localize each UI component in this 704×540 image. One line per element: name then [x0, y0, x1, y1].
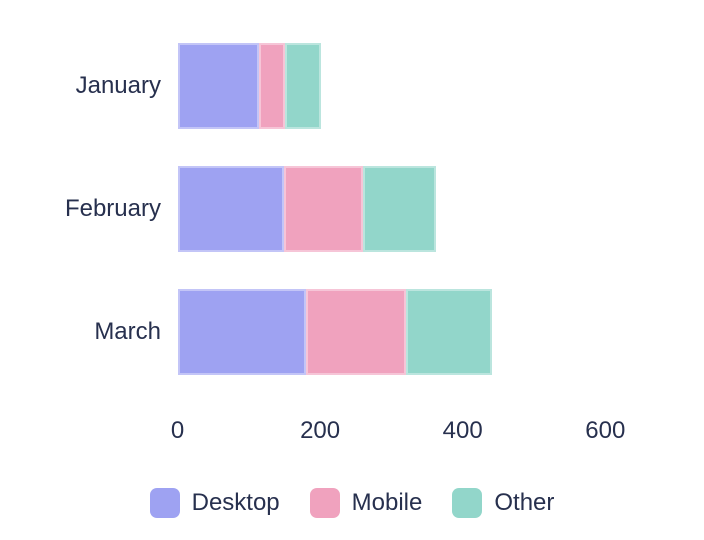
x-tick-label-200: 200	[300, 417, 341, 444]
x-axis: 0 200 400 600	[0, 417, 704, 447]
bar-segment-march-mobile[interactable]	[305, 289, 406, 375]
bar-february	[177, 166, 704, 252]
bar-segment-january-mobile[interactable]	[258, 43, 286, 129]
bar-segment-january-desktop[interactable]	[177, 43, 259, 129]
category-label-february: February	[64, 195, 161, 222]
x-tick-label-400: 400	[442, 417, 483, 444]
category-label-march: March	[94, 318, 161, 345]
x-tick-label-0: 0	[170, 417, 185, 444]
legend-label-mobile: Mobile	[351, 489, 423, 516]
bar-march	[177, 289, 704, 375]
legend-label-other: Other	[494, 489, 555, 516]
bar-segment-february-mobile[interactable]	[283, 166, 363, 252]
bar-row-january: January	[0, 43, 704, 129]
legend-item-other[interactable]: Other	[452, 488, 554, 518]
legend-swatch-desktop-icon	[149, 488, 180, 518]
bar-segment-february-other[interactable]	[362, 166, 437, 252]
legend-label-desktop: Desktop	[191, 489, 280, 516]
legend-item-mobile[interactable]: Mobile	[309, 488, 423, 518]
legend-item-desktop[interactable]: Desktop	[149, 488, 280, 518]
bar-row-march: March	[0, 289, 704, 375]
chart-legend: Desktop Mobile Other	[0, 487, 704, 519]
category-label-january: January	[75, 72, 161, 99]
bar-segment-march-desktop[interactable]	[177, 289, 306, 375]
bar-segment-january-other[interactable]	[285, 43, 321, 129]
bar-segment-march-other[interactable]	[405, 289, 492, 375]
bar-segment-february-desktop[interactable]	[177, 166, 284, 252]
bar-row-february: February	[0, 166, 704, 252]
x-tick-label-600: 600	[585, 417, 626, 444]
legend-swatch-other-icon	[452, 488, 483, 518]
legend-swatch-mobile-icon	[309, 488, 340, 518]
bar-january	[177, 43, 704, 129]
